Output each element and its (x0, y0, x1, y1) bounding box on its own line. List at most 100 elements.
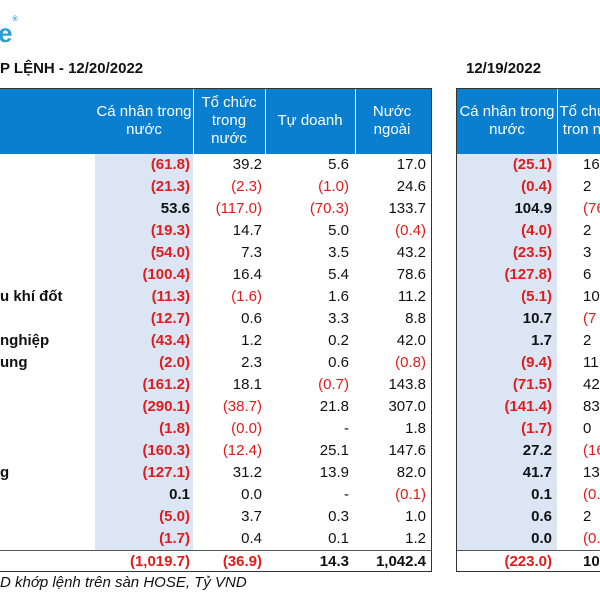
cell-value-prev: 13 (583, 464, 600, 481)
cell-value: 24.6 (396, 178, 426, 195)
table-row: (290.1) (38.7) 21.8 307.0 (141.4) 83 (0, 396, 600, 418)
table-row: (61.8) 39.2 5.6 17.0 (25.1) 16 (0, 154, 600, 176)
total-divider-left (0, 550, 432, 551)
cell-value: (2.0) (159, 354, 190, 371)
header-proprietary: Tự doanh (277, 112, 343, 129)
cell-value-prev: (5.1) (521, 288, 552, 305)
cell-value: (70.3) (309, 200, 349, 217)
cell-value: 0.3 (328, 508, 349, 525)
cell-value: 1.6 (328, 288, 349, 305)
cell-value-prev: (76 (583, 200, 600, 217)
header-institution-domestic: Tổ chức trong nước (201, 94, 257, 147)
cell-value: 1,042.4 (375, 553, 426, 570)
row-label: g (0, 464, 10, 481)
cell-value: (100.4) (142, 266, 190, 283)
row-label: nghiệp (0, 332, 50, 349)
cell-value: (0.1) (395, 486, 426, 503)
cell-value-prev: 0.6 (531, 508, 552, 525)
cell-value: 17.0 (396, 156, 426, 173)
cell-value: (160.3) (142, 442, 190, 459)
cell-value: (38.7) (222, 398, 262, 415)
hose-logo: e® (0, 16, 18, 48)
cell-value: 31.2 (232, 464, 262, 481)
cell-value: 307.0 (388, 398, 426, 415)
right-shade-column (457, 154, 557, 550)
cell-value: 143.8 (388, 376, 426, 393)
cell-value: 3.7 (241, 508, 262, 525)
header-divider (557, 88, 558, 154)
cell-value-prev: 0.1 (531, 486, 552, 503)
cell-value: 14.7 (232, 222, 262, 239)
cell-value: (36.9) (222, 553, 262, 570)
cell-value: (1,019.7) (129, 553, 190, 570)
table-row: (161.2) 18.1 (0.7) 143.8 (71.5) 42 (0, 374, 600, 396)
cell-value: 5.0 (328, 222, 349, 239)
row-label: ung (0, 354, 28, 371)
header-individual-domestic-prev: Cá nhân trong nước (459, 103, 555, 138)
cell-value: (43.4) (150, 332, 190, 349)
cell-value: (12.4) (222, 442, 262, 459)
table-row: (21.3) (2.3) (1.0) 24.6 (0.4) 2 (0, 176, 600, 198)
cell-value-prev: 11 (583, 354, 599, 371)
left-table-title: P LỆNH - 12/20/2022 (0, 60, 144, 77)
table-row: 0.1 0.0 - (0.1) 0.1 (0. (0, 484, 600, 506)
cell-value-prev: 10 (583, 288, 600, 305)
cell-value-prev: (0. (583, 530, 600, 547)
cell-value: 13.9 (319, 464, 349, 481)
cell-value: 2.3 (241, 354, 262, 371)
table-row: (1.8) (0.0) - 1.8 (1.7) 0 (0, 418, 600, 440)
cell-value: (290.1) (142, 398, 190, 415)
cell-value: (1.7) (159, 530, 190, 547)
cell-value: 0.6 (241, 310, 262, 327)
cell-value: (61.8) (150, 156, 190, 173)
row-label: u khí đốt (0, 288, 63, 305)
left-header-bar: Cá nhân trong nước Tổ chức trong nước Tự… (0, 88, 432, 154)
header-foreign: Nước ngoài (372, 103, 412, 138)
cell-value-prev: (223.0) (504, 553, 552, 570)
header-divider (355, 88, 356, 154)
table-row: (100.4) 16.4 5.4 78.6 (127.8) 6 (0, 264, 600, 286)
total-row: (1,019.7) (36.9) 14.3 1,042.4 (223.0) 105 (0, 551, 600, 573)
cell-value-prev: 83 (583, 398, 600, 415)
table-row: (12.7) 0.6 3.3 8.8 10.7 (7 (0, 308, 600, 330)
header-divider (193, 88, 194, 154)
right-header-bar: Cá nhân trong nước Tổ chức tron nư (457, 88, 600, 154)
cell-value: 0.1 (328, 530, 349, 547)
header-institution-domestic-prev: Tổ chức tron nư (559, 103, 600, 138)
cell-value: 147.6 (388, 442, 426, 459)
right-table-title: 12/19/2022 (466, 60, 542, 77)
cell-value: (117.0) (215, 200, 262, 217)
cell-value-prev: (25.1) (512, 156, 552, 173)
table-row: (1.7) 0.4 0.1 1.2 0.0 (0. (0, 528, 600, 550)
table-row: (54.0) 7.3 3.5 43.2 (23.5) 3 (0, 242, 600, 264)
cell-value: 8.8 (405, 310, 426, 327)
cell-value: 0.2 (328, 332, 349, 349)
cell-value: 0.1 (169, 486, 190, 503)
table-row: nghiệp (43.4) 1.2 0.2 42.0 1.7 2 (0, 330, 600, 352)
cell-value: 1.2 (241, 332, 262, 349)
cell-value: (19.3) (150, 222, 190, 239)
cell-value: 1.2 (405, 530, 426, 547)
cell-value-prev: 2 (583, 332, 592, 349)
cell-value: 5.4 (328, 266, 349, 283)
cell-value: 42.0 (396, 332, 426, 349)
cell-value-prev: (9.4) (521, 354, 552, 371)
cell-value-prev: 42 (583, 376, 600, 393)
cell-value-prev: 0 (583, 420, 592, 437)
table-row: (19.3) 14.7 5.0 (0.4) (4.0) 2 (0, 220, 600, 242)
cell-value-prev: (1.7) (521, 420, 552, 437)
cell-value: 43.2 (396, 244, 426, 261)
left-shade-column (95, 154, 193, 550)
cell-value: (1.0) (318, 178, 349, 195)
cell-value: 25.1 (319, 442, 349, 459)
cell-value-prev: (0. (583, 486, 600, 503)
cell-value-prev: 16 (583, 156, 600, 173)
cell-value-prev: 2 (583, 508, 592, 525)
table-row: (160.3) (12.4) 25.1 147.6 27.2 (16 (0, 440, 600, 462)
header-divider (265, 88, 266, 154)
table-row: 53.6 (117.0) (70.3) 133.7 104.9 (76 (0, 198, 600, 220)
cell-value: 1.8 (405, 420, 426, 437)
cell-value: (1.8) (159, 420, 190, 437)
cell-value: (1.6) (231, 288, 262, 305)
cell-value-prev: (23.5) (512, 244, 552, 261)
